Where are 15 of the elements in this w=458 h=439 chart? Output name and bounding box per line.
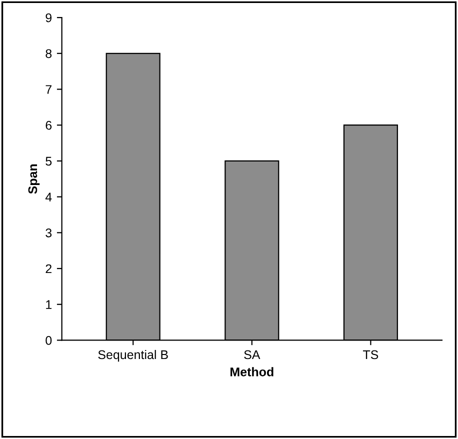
y-tick-label: 2 xyxy=(46,264,52,274)
y-tick-label: 1 xyxy=(46,300,52,309)
x-tick-label: Sequential B xyxy=(98,350,168,362)
y-tick-label: 0 xyxy=(46,336,52,345)
y-tick-label: 3 xyxy=(46,228,52,238)
y-tick-label: 9 xyxy=(46,13,52,22)
y-tick-label: 7 xyxy=(46,85,52,94)
x-axis-title: Method xyxy=(230,367,274,376)
y-tick-label: 8 xyxy=(46,49,52,58)
y-tick-label: 6 xyxy=(46,120,52,130)
x-tick-label: SA xyxy=(244,350,260,360)
y-tick-label: 5 xyxy=(46,156,52,166)
x-tick-label: TS xyxy=(362,350,378,360)
y-axis-title: Span xyxy=(28,164,40,194)
y-tick-label: 4 xyxy=(45,192,52,202)
